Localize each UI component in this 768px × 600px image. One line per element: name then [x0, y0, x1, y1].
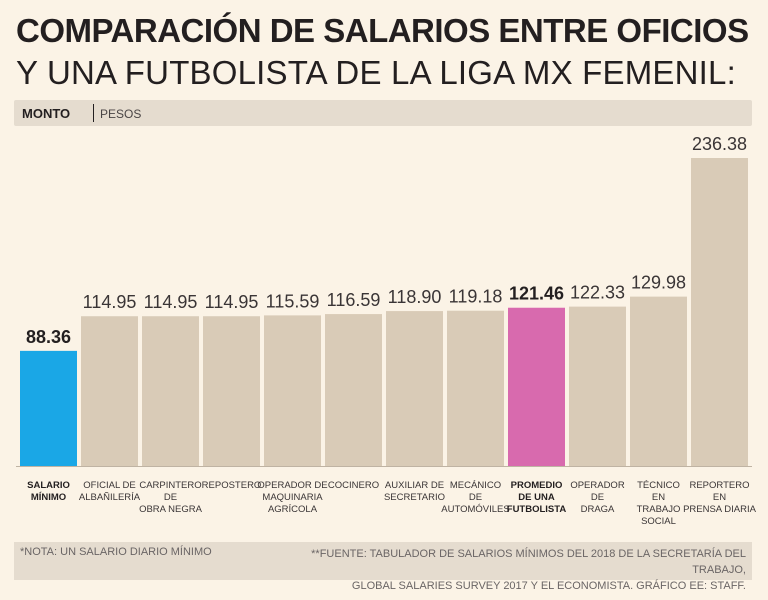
footer-source-line1: **FUENTE: TABULADOR DE SALARIOS MÍNIMOS … — [311, 548, 746, 576]
category-label-8-0: PROMEDIO — [511, 480, 563, 491]
footer: *NOTA: UN SALARIO DIARIO MÍNIMO **FUENTE… — [14, 542, 752, 592]
chart-title-line2: Y UNA FUTBOLISTA DE LA LIGA MX FEMENIL: — [16, 54, 736, 91]
category-label-3-0: REPOSTERO — [202, 480, 262, 491]
value-label-1: 114.95 — [83, 292, 137, 312]
unit-separator — [93, 104, 94, 122]
category-label-1-1: ALBAÑILERÍA — [79, 492, 141, 503]
category-label-9-2: DRAGA — [581, 504, 615, 515]
bar-2 — [142, 316, 199, 466]
bar-1 — [81, 316, 138, 466]
value-label-11: 236.38 — [692, 134, 747, 154]
bar-11 — [691, 158, 748, 466]
category-label-8-2: FUTBOLISTA — [507, 504, 567, 515]
bar-0 — [20, 350, 77, 466]
value-label-5: 116.59 — [327, 290, 381, 310]
value-label-7: 119.18 — [449, 287, 503, 307]
category-label-9-0: OPERADOR — [570, 480, 625, 491]
category-label-0-1: MÍNIMO — [31, 492, 66, 503]
unit-sublabel: PESOS — [100, 107, 142, 121]
footer-source-line2: GLOBAL SALARIES SURVEY 2017 Y EL ECONOMI… — [351, 580, 746, 592]
bar-9 — [569, 306, 626, 466]
category-label-4-0: OPERADOR DE — [257, 480, 327, 491]
category-label-10-1: EN — [652, 492, 665, 503]
category-label-4-2: AGRÍCOLA — [268, 504, 318, 515]
category-label-6-0: AUXILIAR DE — [385, 480, 444, 491]
bar-4 — [264, 315, 321, 466]
value-label-2: 114.95 — [144, 292, 198, 312]
unit-label: MONTO — [22, 106, 71, 121]
chart-title-line1: COMPARACIÓN DE SALARIOS ENTRE OFICIOS — [16, 12, 749, 49]
value-label-8: 121.46 — [509, 284, 564, 304]
footer-source: **FUENTE: TABULADOR DE SALARIOS MÍNIMOS … — [286, 546, 746, 594]
category-label-4-1: MAQUINARIA — [262, 492, 323, 503]
value-label-4: 115.59 — [266, 291, 320, 311]
category-label-7-0: MECÁNICO — [450, 480, 501, 491]
category-label-10-2: TRABAJO — [637, 504, 681, 515]
category-label-11-1: EN — [713, 492, 726, 503]
value-label-0: 88.36 — [26, 327, 71, 347]
category-label-8-1: DE UNA — [518, 492, 555, 503]
bar-7 — [447, 310, 504, 466]
value-label-6: 118.90 — [388, 287, 442, 307]
category-label-11-0: REPORTERO — [689, 480, 749, 491]
category-label-1-0: OFICIAL DE — [83, 480, 135, 491]
category-label-2-0: CARPINTERO — [139, 480, 201, 491]
footer-note: *NOTA: UN SALARIO DIARIO MÍNIMO — [20, 546, 212, 558]
value-label-9: 122.33 — [570, 283, 625, 303]
category-label-11-2: PRENSA DIARIA — [683, 504, 757, 515]
category-label-7-2: AUTOMÓVILES — [441, 504, 509, 515]
category-label-2-2: OBRA NEGRA — [139, 504, 202, 515]
bar-3 — [203, 316, 260, 466]
category-label-7-1: DE — [469, 492, 482, 503]
category-label-0-0: SALARIO — [27, 480, 70, 491]
bar-6 — [386, 311, 443, 466]
bar-5 — [325, 314, 382, 466]
value-label-10: 129.98 — [631, 273, 686, 293]
unit-bar: MONTO PESOS — [14, 100, 752, 126]
category-label-6-1: SECRETARIO — [384, 492, 445, 503]
category-label-10-0: TÉCNICO — [637, 480, 680, 491]
category-label-5-0: COCINERO — [328, 480, 379, 491]
bar-10 — [630, 296, 687, 466]
bar-8 — [508, 307, 565, 466]
category-label-10-3: SOCIAL — [641, 516, 676, 527]
value-label-3: 114.95 — [205, 292, 259, 312]
category-label-2-1: DE — [164, 492, 177, 503]
category-label-9-1: DE — [591, 492, 604, 503]
